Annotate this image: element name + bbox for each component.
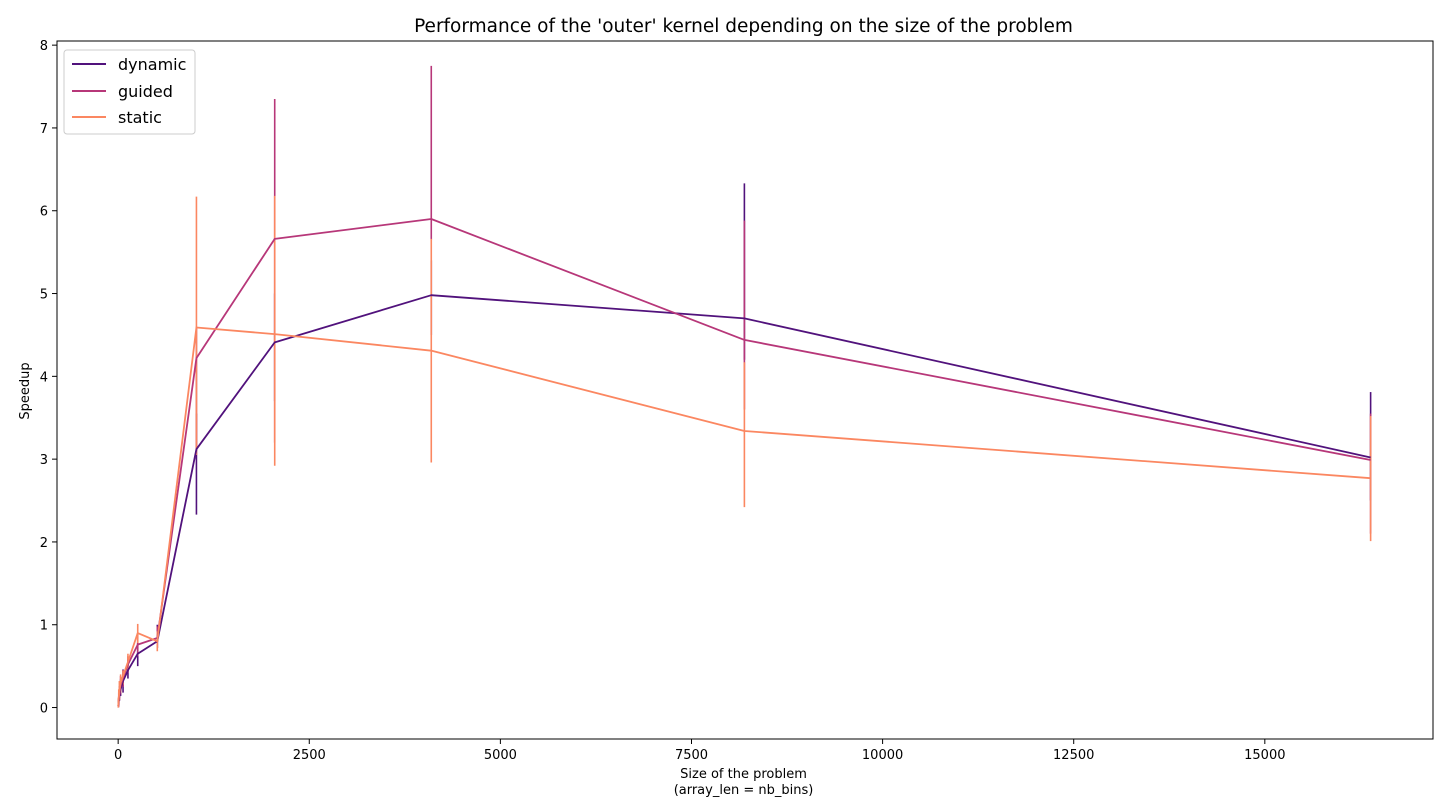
x-axis: 0 2500 5000 7500 10000 12500 15000 [114,739,1286,763]
x-tick-label: 15000 [1244,748,1285,763]
x-tick-label: 10000 [862,748,903,763]
y-axis: 0 1 2 3 4 5 6 7 8 [40,39,57,717]
x-tick-label: 0 [114,748,122,763]
series-lines [117,218,1371,706]
x-axis-label-line-2: (array_len = nb_bins) [674,783,814,798]
y-tick-label: 8 [40,39,48,54]
legend: dynamic guided static [63,49,196,135]
plot-area [56,40,1434,740]
legend-label-static: static [118,108,162,127]
y-tick-label: 3 [40,453,48,468]
chart-title: Performance of the 'outer' kernel depend… [414,16,1073,37]
series-line-static [117,326,1371,706]
legend-label-guided: guided [118,82,173,101]
x-axis-label-line-1: Size of the problem [680,767,807,782]
y-tick-label: 4 [40,370,48,385]
error-bars [117,65,1372,708]
legend-label-dynamic: dynamic [118,55,186,74]
x-tick-label: 5000 [484,748,517,763]
x-tick-label: 2500 [293,748,326,763]
y-tick-label: 6 [40,205,48,220]
x-tick-label: 12500 [1053,748,1094,763]
y-tick-label: 5 [40,288,48,303]
y-tick-label: 7 [40,122,48,137]
y-tick-label: 1 [40,619,48,634]
legend-box [63,49,196,135]
y-tick-label: 0 [40,702,48,717]
y-tick-label: 2 [40,536,48,551]
x-tick-label: 7500 [675,748,708,763]
plot-frame [56,40,1434,740]
y-axis-label: Speedup [18,362,33,419]
